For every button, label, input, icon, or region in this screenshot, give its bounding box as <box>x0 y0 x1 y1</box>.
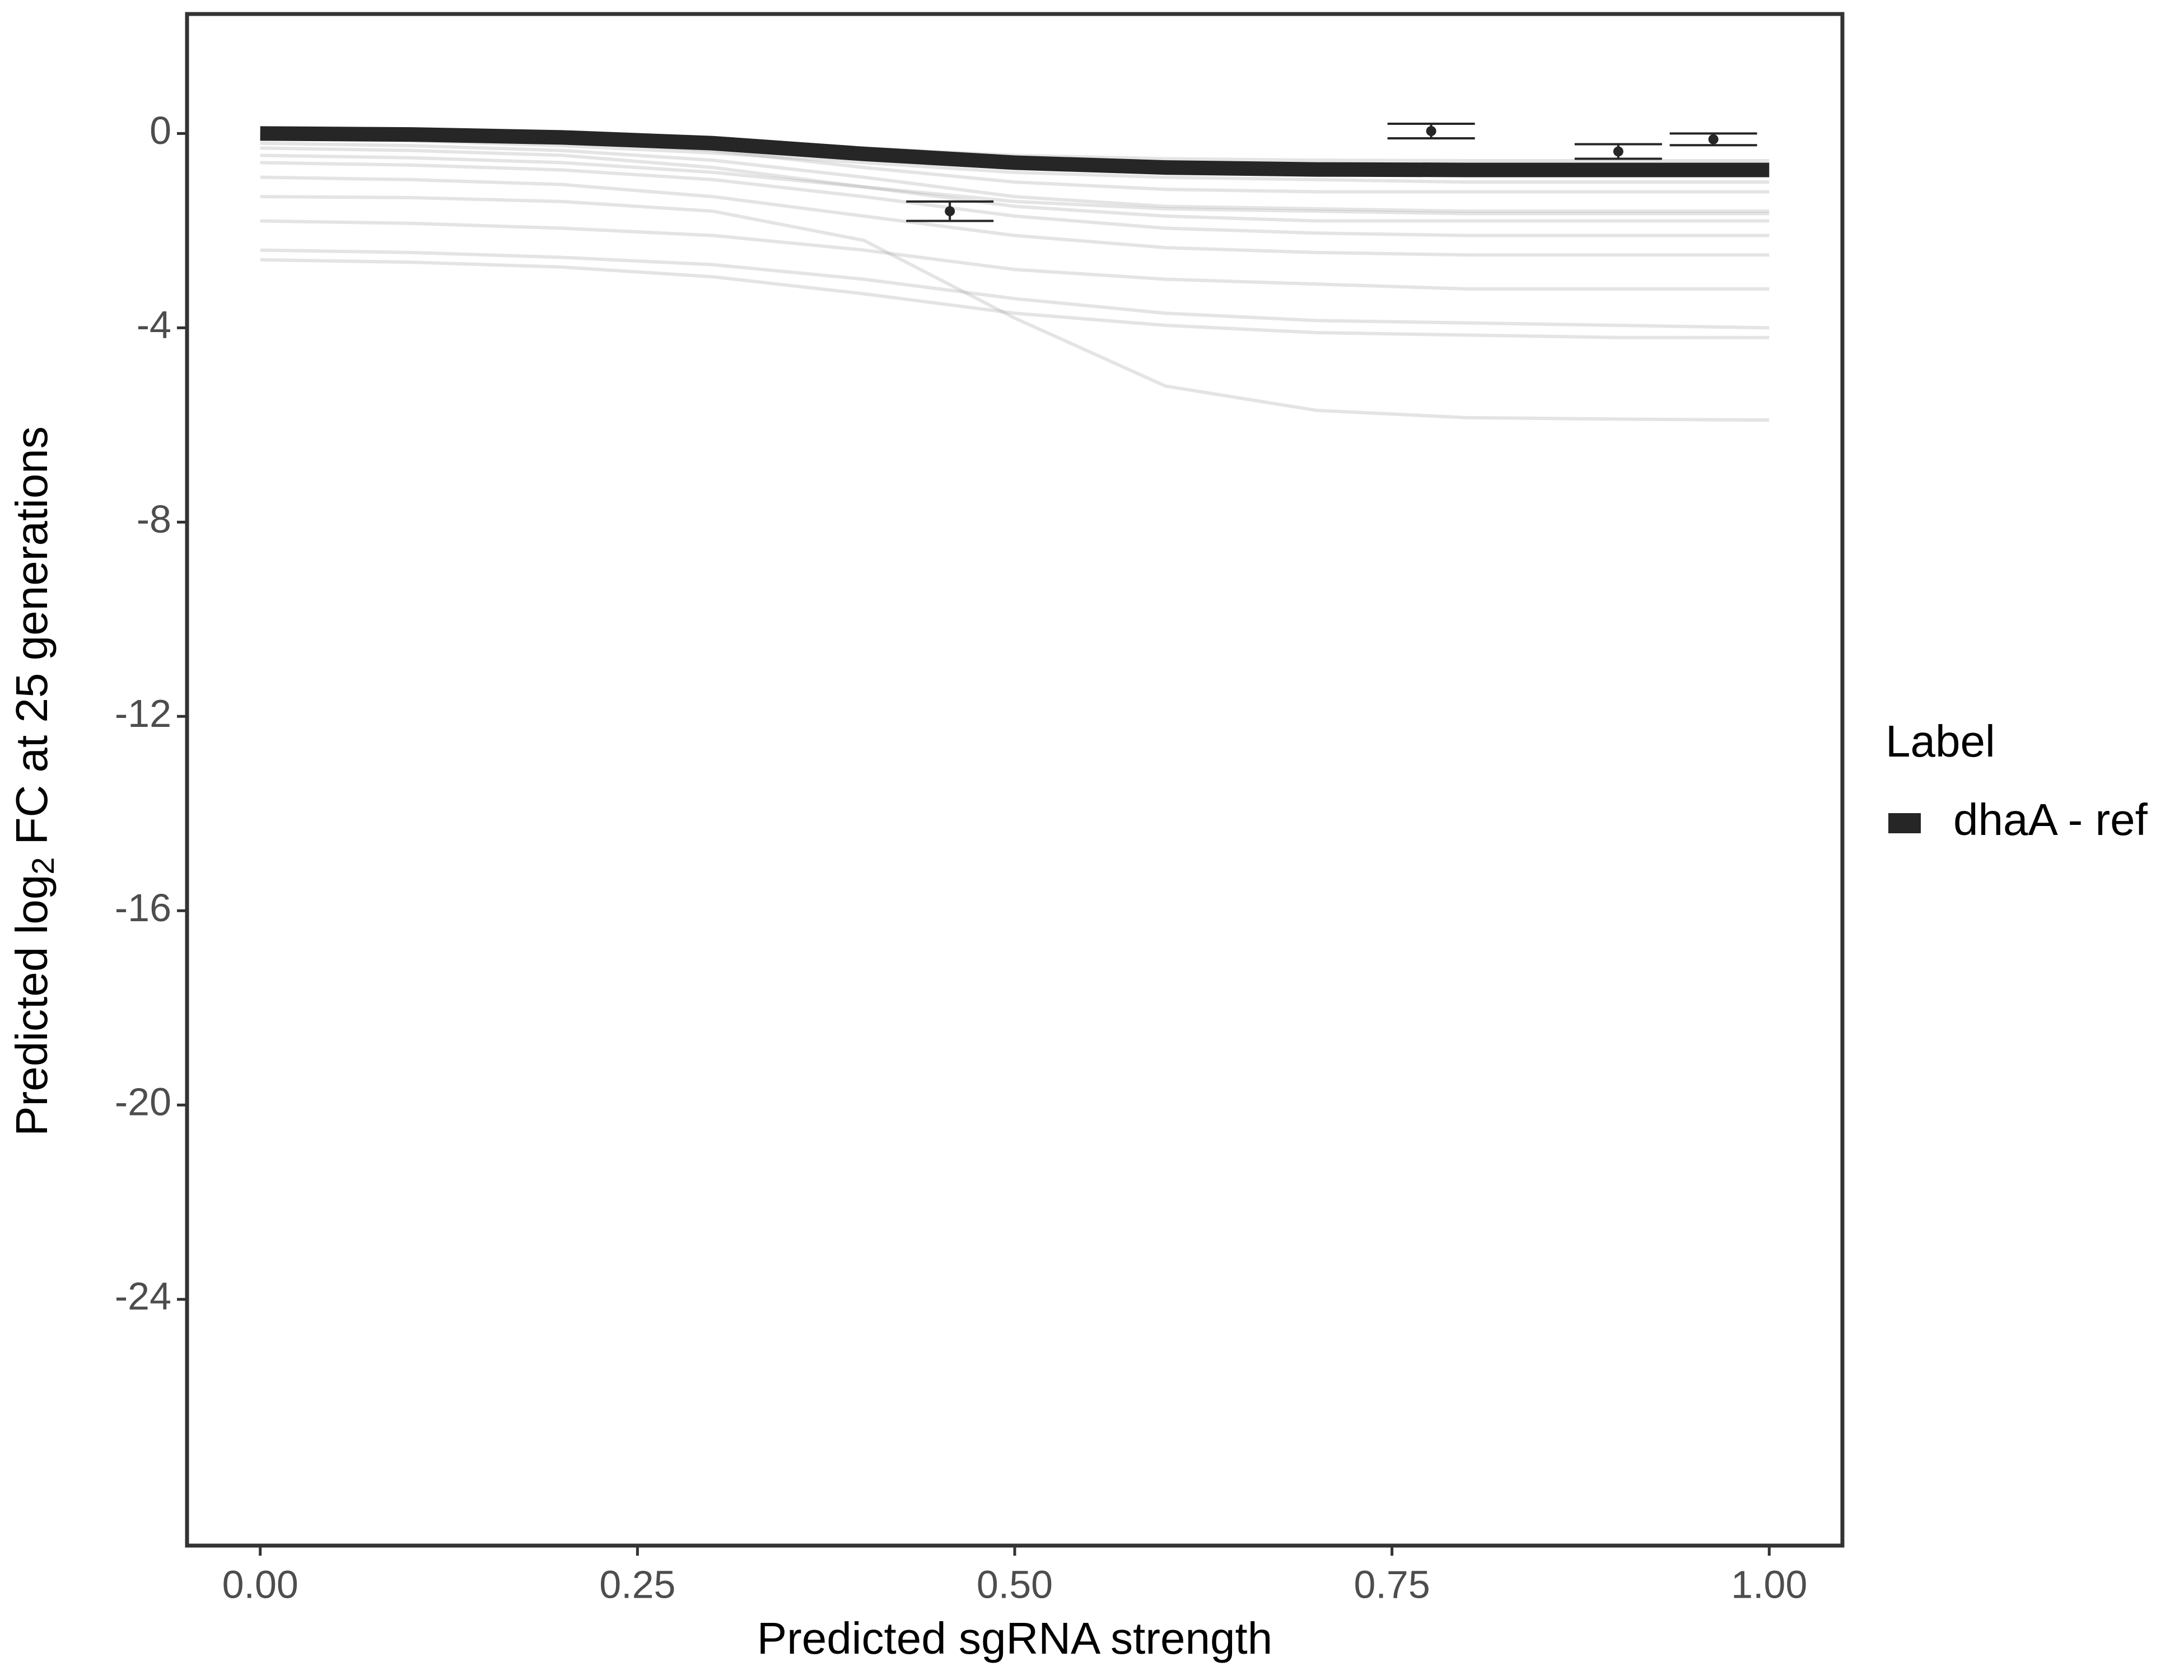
legend-label: dhaA - ref <box>1953 795 2148 844</box>
legend-key <box>1888 813 1921 833</box>
posterior-draw <box>260 248 1770 330</box>
posterior-draw <box>260 146 1770 223</box>
y-axis-title-sub: 2 <box>25 857 60 875</box>
y-tick-label: -12 <box>115 692 171 735</box>
x-tick-label: 0.75 <box>1354 1562 1430 1606</box>
point <box>1708 134 1719 144</box>
posterior-draw <box>260 161 1770 237</box>
x-tick-label: 0.00 <box>222 1562 298 1606</box>
x-tick-label: 0.25 <box>599 1562 675 1606</box>
posterior-draw <box>260 195 1770 422</box>
fit-line <box>260 126 1770 178</box>
posterior-draw <box>260 175 1770 257</box>
y-tick-label: -24 <box>115 1275 171 1318</box>
y-axis-title-end: FC at 25 generations <box>7 426 57 857</box>
plot-border <box>185 12 1845 1548</box>
legend-title: Label <box>1886 716 1995 766</box>
posterior-draw <box>260 219 1770 291</box>
y-tick-label: 0 <box>150 109 171 152</box>
y-tick-label: -4 <box>137 303 171 347</box>
y-axis-title-start: Predicted log <box>7 875 57 1136</box>
x-tick-label: 0.50 <box>977 1562 1053 1606</box>
y-tick-label: -20 <box>115 1080 171 1124</box>
posterior-draw <box>260 137 1770 184</box>
x-axis-title: Predicted sgRNA strength <box>757 1613 1272 1663</box>
y-tick-label: -8 <box>137 497 171 541</box>
y-axis-title: Predicted log2 FC at 25 generations <box>7 426 60 1136</box>
x-tick-label: 1.00 <box>1731 1562 1807 1606</box>
posterior-draw <box>260 258 1770 339</box>
point <box>1613 146 1623 157</box>
posterior-draw <box>260 153 1770 216</box>
y-tick-label: -16 <box>115 886 171 930</box>
posterior-draw <box>260 141 1770 213</box>
point <box>945 206 955 217</box>
point <box>1426 126 1436 137</box>
